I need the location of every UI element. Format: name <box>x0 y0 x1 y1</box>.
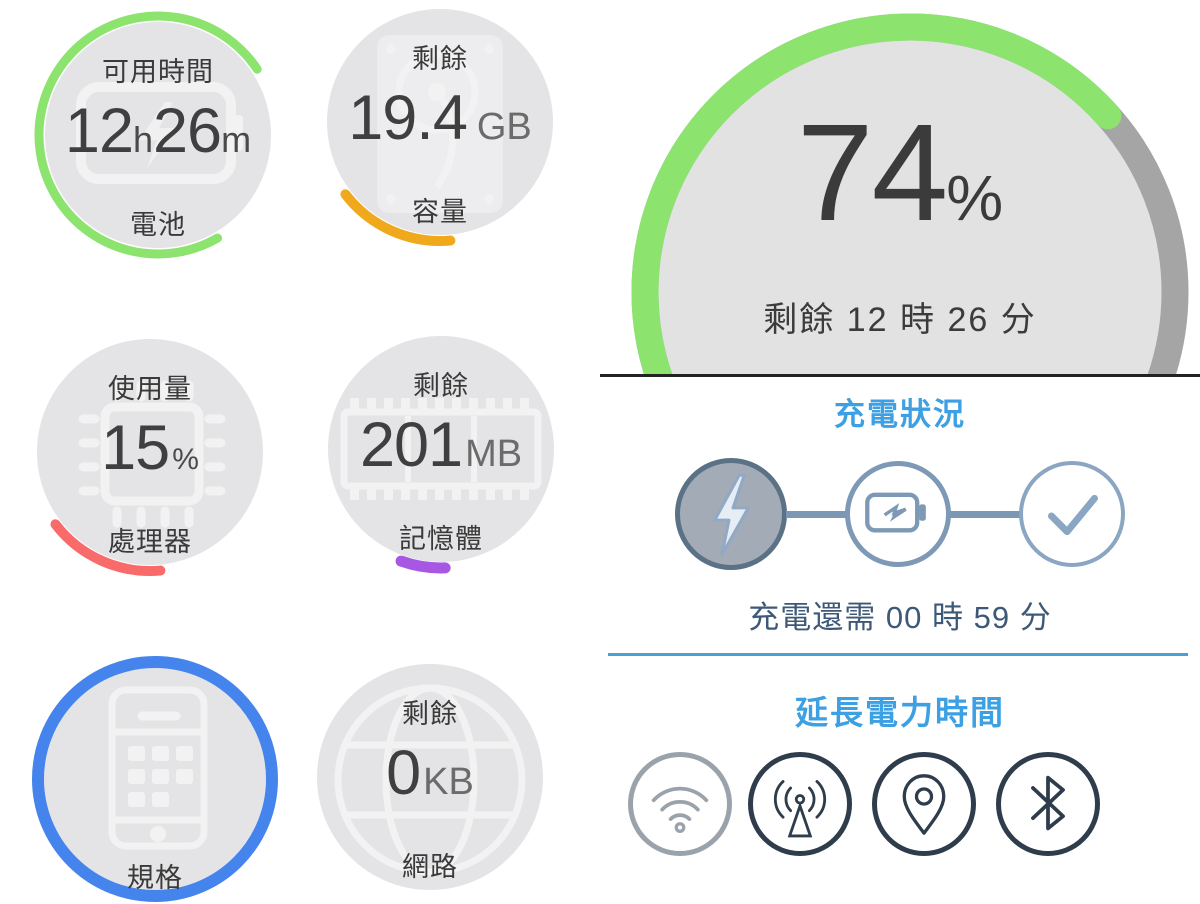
section-divider <box>600 374 1200 377</box>
battery-percent-ring <box>631 13 1189 375</box>
extend-power-title: 延長電力時間 <box>795 694 1005 731</box>
cellular-toggle[interactable] <box>748 752 852 856</box>
battery-watermark-icon <box>76 82 243 184</box>
gauge-label: 容量 <box>412 197 468 227</box>
ram-watermark-icon <box>340 398 542 500</box>
cpu-arc <box>26 328 274 576</box>
cellular-icon <box>773 780 827 838</box>
gauge-label: 網路 <box>402 852 458 882</box>
cpu-gauge[interactable]: 使用量 15% 處理器 <box>25 327 275 577</box>
battery-remaining-text: 剩餘 12 時 26 分 <box>763 301 1037 339</box>
step-connector <box>786 511 846 518</box>
charging-step-full <box>1019 461 1125 567</box>
memory-gauge[interactable]: 剩餘 201MB 記憶體 <box>316 324 566 574</box>
battery-percent-section: 74% 剩餘 12 時 26 分 <box>600 0 1200 375</box>
storage-gauge[interactable]: 剩餘 19.4 GB 容量 <box>315 0 565 247</box>
bluetooth-toggle[interactable] <box>996 752 1100 856</box>
gauge-title: 剩餘 <box>412 44 468 74</box>
harddisk-watermark-icon <box>377 35 503 213</box>
network-gauge[interactable]: 剩餘 0KB 網路 <box>305 652 555 902</box>
storage-value: 19.4 GB <box>348 83 532 153</box>
battery-time-value: 12h26m <box>64 96 252 166</box>
specs-ring <box>32 656 278 902</box>
bluetooth-icon <box>1031 775 1065 831</box>
charging-status-title: 充電狀況 <box>834 397 966 432</box>
step-connector <box>950 511 1020 518</box>
storage-arc <box>316 0 564 246</box>
battery-arc <box>34 11 282 259</box>
memory-arc <box>316 324 566 574</box>
gauge-label: 規格 <box>127 863 183 893</box>
checkmark-icon <box>1047 494 1098 536</box>
phone-watermark-icon <box>108 686 208 850</box>
network-value: 0KB <box>386 738 474 808</box>
gauge-title: 剩餘 <box>413 371 469 401</box>
wifi-icon <box>651 786 709 833</box>
charging-step-charging <box>845 461 951 567</box>
battery-time-gauge[interactable]: 可用時間 12h26m 電池 <box>33 10 283 260</box>
cpu-value: 15% <box>101 413 199 483</box>
gauge-title: 剩餘 <box>402 699 458 729</box>
gauge-label: 電池 <box>130 210 186 240</box>
gauge-label: 記憶體 <box>399 524 483 554</box>
battery-percent-value: 74% <box>796 96 1004 250</box>
memory-value: 201MB <box>359 410 523 480</box>
gauge-title: 可用時間 <box>102 57 214 87</box>
wifi-toggle[interactable] <box>628 752 732 856</box>
blue-divider <box>608 653 1188 656</box>
charging-eta-text: 充電還需 00 時 59 分 <box>748 600 1052 635</box>
gauge-label: 處理器 <box>108 527 192 557</box>
gauge-title: 使用量 <box>108 374 192 404</box>
location-toggle[interactable] <box>872 752 976 856</box>
charging-step-plugged <box>675 458 787 570</box>
cpu-watermark-icon <box>78 380 226 528</box>
lightning-icon <box>713 473 750 557</box>
specs-gauge[interactable]: 規格 <box>30 654 280 904</box>
location-pin-icon <box>902 774 946 835</box>
globe-watermark-icon <box>334 684 526 876</box>
battery-charging-icon <box>865 492 926 533</box>
